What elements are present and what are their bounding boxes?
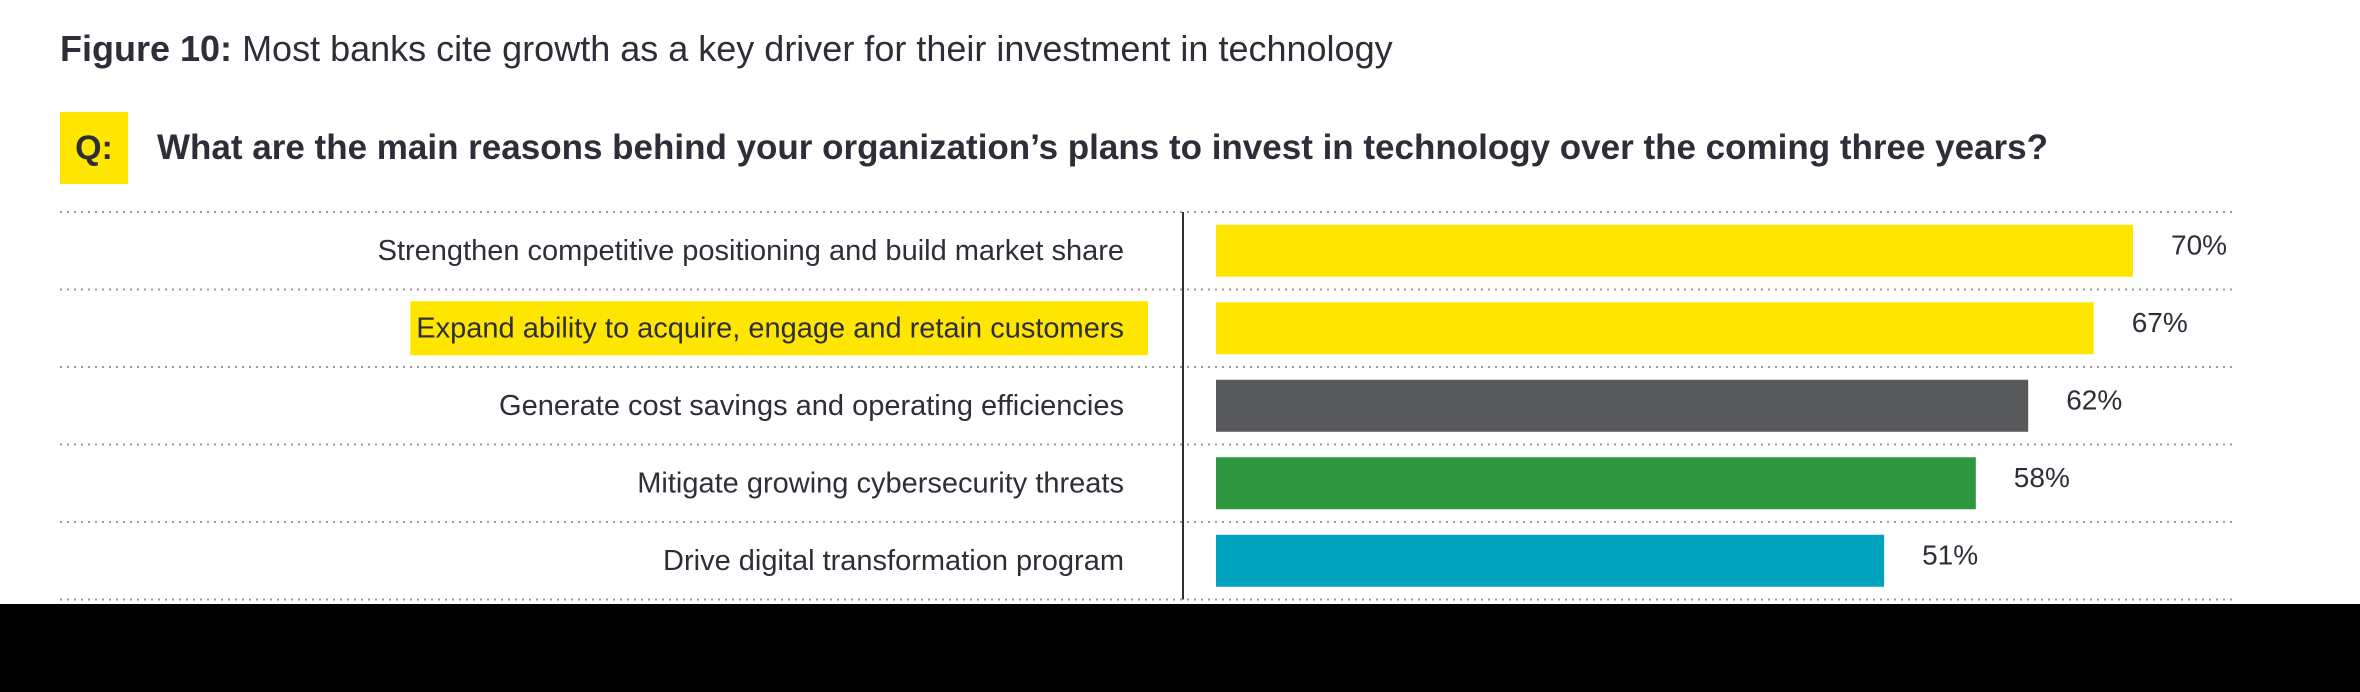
category-highlight xyxy=(410,301,1148,356)
bar xyxy=(1216,534,1885,587)
figure-title-text: Most banks cite growth as a key driver f… xyxy=(242,28,1393,69)
figure-title: Figure 10: Most banks cite growth as a k… xyxy=(60,28,1393,70)
bar xyxy=(1216,379,2029,432)
bar xyxy=(1216,302,2094,355)
question-badge: Q: xyxy=(60,112,128,184)
category-label: Mitigate growing cybersecurity threats xyxy=(637,467,1124,499)
figure-number: Figure 10: xyxy=(60,28,233,69)
category-label: Strengthen competitive positioning and b… xyxy=(378,235,1124,267)
value-label: 58% xyxy=(2014,462,2070,493)
value-label: 51% xyxy=(1922,539,1978,570)
bar xyxy=(1216,457,1976,510)
category-label: Drive digital transformation program xyxy=(663,545,1124,577)
figure-panel: Figure 10: Most banks cite growth as a k… xyxy=(0,0,2360,604)
category-label: Generate cost savings and operating effi… xyxy=(499,390,1124,422)
category-label: Expand ability to acquire, engage and re… xyxy=(416,312,1124,344)
bar-chart: Strengthen competitive positioning and b… xyxy=(60,211,2236,601)
question-text: What are the main reasons behind your or… xyxy=(157,128,2049,167)
value-label: 70% xyxy=(2171,229,2227,260)
value-label: 67% xyxy=(2132,307,2188,338)
bar xyxy=(1216,224,2133,277)
value-label: 62% xyxy=(2066,384,2122,415)
